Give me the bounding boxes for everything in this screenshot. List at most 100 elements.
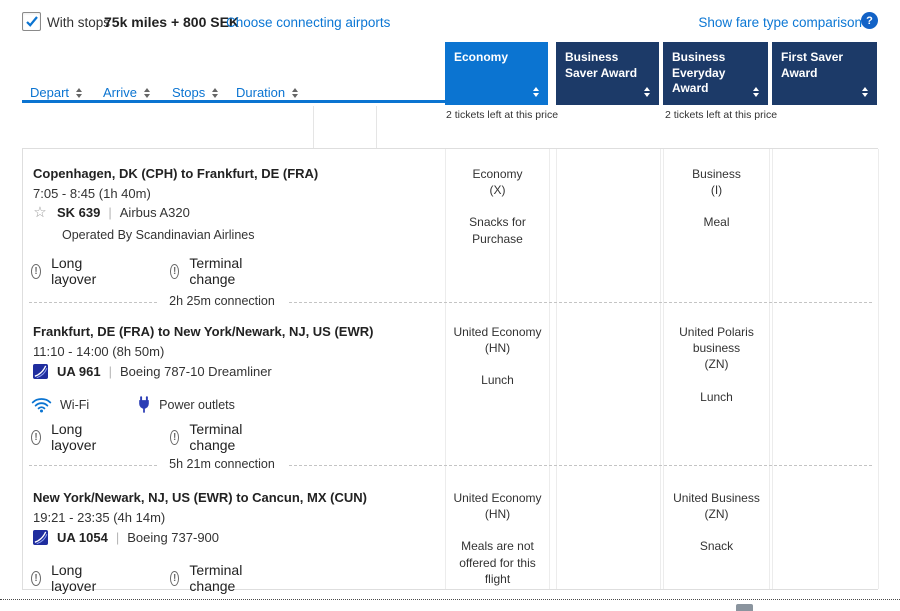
aircraft-type: Boeing 737-900 (127, 530, 220, 545)
fare-column-business-saver-label: Business Saver Award (565, 50, 638, 80)
warning-label: Long layover (51, 562, 97, 594)
sort-arrows-icon (212, 87, 219, 98)
cabin-name: United Economy (453, 491, 542, 505)
cabin-name: United Business (673, 491, 760, 505)
fare-column-first-saver[interactable]: First Saver Award (772, 42, 877, 105)
cabin-name: Business (692, 167, 741, 181)
sort-arrows-icon (76, 87, 83, 98)
booking-class: (HN) (484, 507, 511, 522)
with-stops-label[interactable]: With stops (47, 15, 111, 30)
business-saver-fare-column (556, 149, 661, 589)
cabin-name: United Polaris business (679, 325, 754, 356)
booking-class: (I) (710, 183, 723, 198)
fare-column-economy[interactable]: Economy (445, 42, 548, 105)
sort-duration[interactable]: Duration (236, 85, 299, 100)
connection-time: 2h 25m connection (157, 294, 287, 308)
meal-service: Meals are not offered for this flight (459, 539, 536, 586)
alert-icon: ! (31, 263, 42, 279)
award-price: 75k miles + 800 SEK (104, 14, 240, 30)
with-stops-checkbox[interactable] (22, 12, 41, 31)
sort-arrive[interactable]: Arrive (103, 85, 150, 100)
warning-label: Terminal change (189, 255, 243, 287)
flight-number: SK 639 (57, 205, 101, 220)
fare-cell-economy-seg3: United Economy (HN) Meals are not offere… (446, 490, 549, 587)
alert-icon: ! (170, 429, 180, 445)
flight-number: UA 961 (57, 364, 101, 379)
business-everyday-fare-column: Business (I) Meal United Polaris busines… (663, 149, 770, 589)
connection-divider: 5h 21m connection (29, 457, 872, 471)
fare-cell-economy-seg1: Economy (X) Snacks for Purchase (446, 166, 549, 247)
sort-arrows-icon (753, 87, 759, 97)
flight-info-row: UA 961 | Boeing 787-10 Dreamliner (31, 364, 272, 379)
show-fare-comparison-link[interactable]: Show fare type comparison (698, 15, 862, 30)
help-icon[interactable]: ? (861, 12, 878, 29)
economy-fare-column: Economy (X) Snacks for Purchase United E… (445, 149, 550, 589)
fare-column-business-everyday[interactable]: Business Everyday Award (663, 42, 768, 105)
segment-times: 7:05 - 8:45 (1h 40m) (33, 186, 151, 201)
tickets-left-note-economy: 2 tickets left at this price (446, 109, 559, 121)
separator: | (115, 530, 120, 545)
long-layover-warning: ! Long layover (31, 421, 101, 453)
fare-column-first-saver-label: First Saver Award (781, 50, 844, 80)
amenities-row: Wi-Fi Power outlets (31, 396, 235, 413)
separator: | (108, 205, 112, 220)
aircraft-type: Airbus A320 (119, 205, 190, 220)
warning-label: Terminal change (189, 421, 243, 453)
power-outlets-label: Power outlets (159, 397, 235, 412)
sort-arrows-icon (644, 87, 650, 97)
sort-stops-label: Stops (172, 85, 206, 100)
aircraft-type: Boeing 787-10 Dreamliner (120, 364, 272, 379)
segment-route: New York/Newark, NJ, US (EWR) to Cancun,… (33, 490, 367, 505)
segment-times: 11:10 - 14:00 (8h 50m) (33, 344, 165, 359)
fare-column-business-saver[interactable]: Business Saver Award (556, 42, 659, 105)
sort-arrows-icon (862, 87, 868, 97)
booking-class: (X) (489, 183, 506, 198)
next-row-dotted-border (0, 599, 900, 600)
fare-column-business-everyday-label: Business Everyday Award (672, 50, 726, 96)
united-logo-icon (31, 530, 49, 545)
flight-number: UA 1054 (57, 530, 108, 545)
sort-arrive-label: Arrive (103, 85, 137, 100)
flight-info-row: UA 1054 | Boeing 737-900 (31, 530, 219, 545)
long-layover-warning: ! Long layover (31, 562, 101, 594)
booking-class: (ZN) (704, 507, 729, 522)
tickets-left-note-business-everyday: 2 tickets left at this price (665, 109, 778, 121)
itinerary-card: Economy (X) Snacks for Purchase United E… (22, 148, 879, 594)
segment-times: 19:21 - 23:35 (4h 14m) (33, 510, 166, 525)
separator: | (108, 364, 112, 379)
segment-route: Copenhagen, DK (CPH) to Frankfurt, DE (F… (33, 166, 319, 181)
fare-cell-business-seg2: United Polaris business (ZN) Lunch (664, 324, 769, 405)
warning-label: Terminal change (189, 562, 243, 594)
sort-stops[interactable]: Stops (172, 85, 219, 100)
alert-icon: ! (31, 570, 42, 586)
fare-cell-business-seg3: United Business (ZN) Snack (664, 490, 769, 555)
sort-arrows-icon (292, 87, 299, 98)
choose-connecting-airports-link[interactable]: Choose connecting airports (226, 15, 391, 30)
meal-service: Snack (699, 539, 734, 554)
cabin-name: United Economy (453, 325, 542, 339)
terminal-change-warning: ! Terminal change (170, 562, 248, 594)
connection-time: 5h 21m connection (157, 457, 287, 471)
fare-cell-business-seg1: Business (I) Meal (664, 166, 769, 231)
wifi-icon (31, 397, 52, 412)
sort-depart-label: Depart (30, 85, 70, 100)
cabin-name: Economy (472, 167, 523, 181)
warning-label: Long layover (51, 255, 97, 287)
first-saver-fare-column (772, 149, 879, 589)
alert-icon: ! (170, 570, 180, 586)
segment-route: Frankfurt, DE (FRA) to New York/Newark, … (33, 324, 374, 339)
flight-info-row: ☆ SK 639 | Airbus A320 (31, 205, 190, 220)
terminal-change-warning: ! Terminal change (170, 421, 248, 453)
sort-depart[interactable]: Depart (30, 85, 83, 100)
sort-row-underline (22, 100, 445, 103)
meal-service: Lunch (700, 389, 733, 404)
united-logo-icon (31, 364, 49, 379)
meal-service: Meal (703, 215, 730, 230)
meal-service: Snacks for Purchase (469, 215, 526, 246)
terminal-change-warning: ! Terminal change (170, 255, 248, 287)
connection-divider: 2h 25m connection (29, 294, 872, 308)
wifi-label: Wi-Fi (60, 397, 90, 412)
meal-service: Lunch (481, 373, 514, 388)
alert-icon: ! (170, 263, 180, 279)
